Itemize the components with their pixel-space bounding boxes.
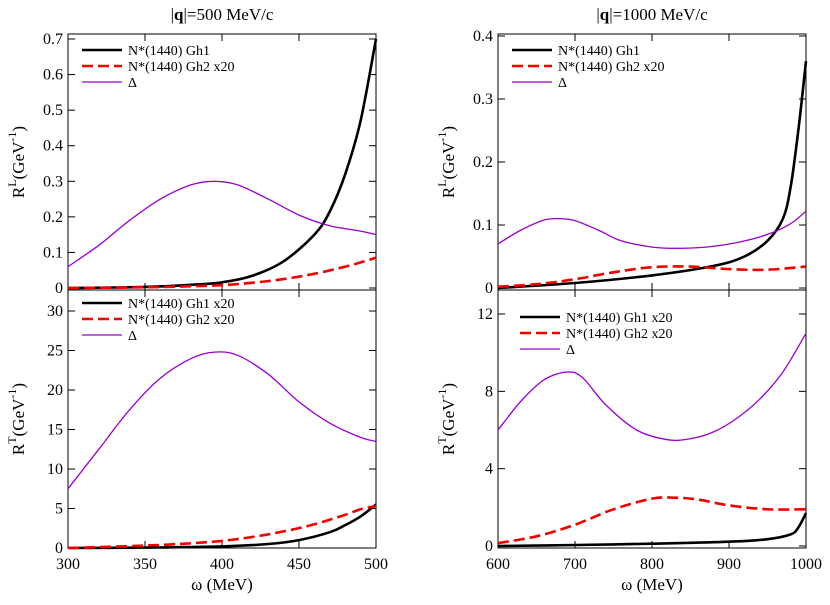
legend-entry-0: N*(1440) Gh1 x20 xyxy=(128,297,235,312)
series-line-2 xyxy=(497,210,807,249)
column-title: |q|=500 MeV/c xyxy=(171,5,274,24)
y-tick-label: 0 xyxy=(485,538,493,555)
legend-entry-2: Δ xyxy=(128,329,137,344)
series-line-0 xyxy=(67,38,378,290)
y-tick-label: 0.3 xyxy=(43,173,63,190)
series-line-0 xyxy=(497,512,808,548)
y-tick-label: 4 xyxy=(485,461,493,478)
y-tick-label: 10 xyxy=(47,461,63,478)
series-line-1 xyxy=(497,265,807,288)
legend-entry-1: N*(1440) Gh2 x20 xyxy=(566,327,673,342)
panel-left-top: 0 0.1 0.2 0.3 0.4 0.5 0.6 0.7 N*(1440) Gh1N*(144… xyxy=(5,5,378,297)
plot-frame xyxy=(67,289,377,549)
series-line-0 xyxy=(67,503,377,550)
x-tick-label: 900 xyxy=(717,556,741,573)
y-tick-label: 0.4 xyxy=(43,138,63,155)
y-tick-label: 0.5 xyxy=(43,102,63,119)
series-line-1 xyxy=(67,256,377,290)
legend-entry-0: N*(1440) Gh1 xyxy=(128,44,210,59)
x-axis-title: ω (MeV) xyxy=(621,575,683,594)
y-tick-label: 0.7 xyxy=(43,31,63,48)
y-tick-label: 0.3 xyxy=(473,91,493,108)
y-tick-label: 0.6 xyxy=(43,67,63,84)
legend-entry-0: N*(1440) Gh1 xyxy=(558,44,640,59)
y-tick-label: 8 xyxy=(485,383,493,400)
y-axis-title: RT(GeV-1) xyxy=(435,383,458,455)
y-tick-label: 12 xyxy=(477,306,493,323)
legend-entry-2: Δ xyxy=(128,76,137,91)
x-tick-label: 800 xyxy=(640,556,664,573)
y-tick-label: 30 xyxy=(47,303,63,320)
y-tick-label: 0.4 xyxy=(473,28,493,45)
y-tick-label: 0.1 xyxy=(473,217,493,234)
y-axis-title: RL(GeV-1) xyxy=(435,126,458,198)
y-tick-label: 0.1 xyxy=(43,244,63,261)
x-tick-label: 350 xyxy=(133,556,157,573)
y-tick-label: 0.2 xyxy=(43,209,63,226)
x-tick-label: 450 xyxy=(287,556,311,573)
legend-entry-0: N*(1440) Gh1 x20 xyxy=(566,311,673,326)
legend-entry-1: N*(1440) Gh2 x20 xyxy=(128,313,235,328)
x-tick-label: 400 xyxy=(210,556,234,573)
series-line-0 xyxy=(497,61,808,290)
legend-entry-2: Δ xyxy=(566,343,575,358)
x-axis-title: ω (MeV) xyxy=(191,575,253,594)
y-tick-label: 0 xyxy=(55,540,63,557)
column-title: |q|=1000 MeV/c xyxy=(596,5,708,24)
y-axis-title: RL(GeV-1) xyxy=(5,126,28,198)
series-line-2 xyxy=(497,332,807,441)
y-axis-title: RT(GeV-1) xyxy=(5,383,28,455)
series-line-1 xyxy=(67,504,377,550)
panel-left-bottom: 0 5 10 15 20 25 30 300 350 400 450 500 N*(1440) Gh1 … xyxy=(5,289,388,594)
x-tick-label: 1000 xyxy=(790,556,822,573)
y-tick-label: 15 xyxy=(47,422,63,439)
y-tick-label: 0.2 xyxy=(473,154,493,171)
y-tick-label: 25 xyxy=(47,343,63,360)
x-tick-label: 300 xyxy=(56,556,80,573)
panel-right-bottom: 0 4 8 12 600 700 800 900 1000 N*(1440) Gh1 x20N*(… xyxy=(435,289,822,594)
y-tick-label: 20 xyxy=(47,382,63,399)
series-line-2 xyxy=(67,351,377,490)
y-tick-label: 0 xyxy=(55,280,63,297)
x-tick-label: 500 xyxy=(364,556,388,573)
x-tick-label: 700 xyxy=(563,556,587,573)
series-line-2 xyxy=(67,180,377,268)
legend-entry-2: Δ xyxy=(558,76,567,91)
y-tick-label: 5 xyxy=(55,501,63,518)
x-tick-label: 600 xyxy=(486,556,510,573)
legend-entry-1: N*(1440) Gh2 x20 xyxy=(128,60,235,75)
y-tick-label: 0 xyxy=(485,280,493,297)
legend-entry-1: N*(1440) Gh2 x20 xyxy=(558,60,665,75)
series-line-1 xyxy=(497,496,807,545)
